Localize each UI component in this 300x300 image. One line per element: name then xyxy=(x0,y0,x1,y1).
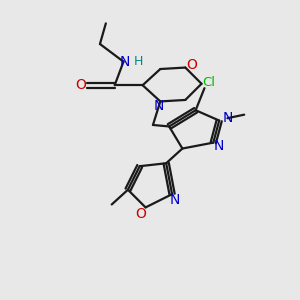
Text: N: N xyxy=(120,55,130,69)
Text: O: O xyxy=(136,207,147,221)
Text: N: N xyxy=(170,193,180,207)
Text: O: O xyxy=(75,78,86,92)
Text: H: H xyxy=(134,55,143,68)
Text: Cl: Cl xyxy=(202,76,215,89)
Text: N: N xyxy=(222,111,233,125)
Text: O: O xyxy=(186,58,197,72)
Text: N: N xyxy=(214,139,224,153)
Text: N: N xyxy=(154,99,164,113)
